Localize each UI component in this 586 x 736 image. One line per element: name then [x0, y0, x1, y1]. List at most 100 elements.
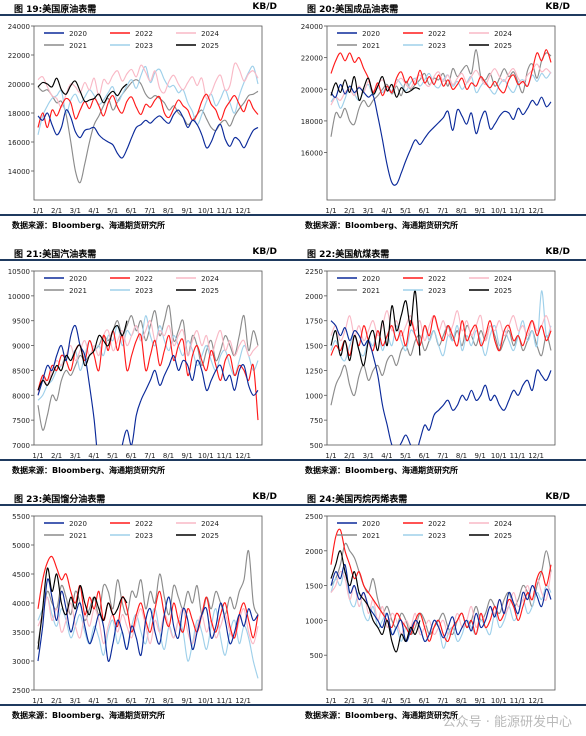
y-tick-label: 500: [310, 652, 323, 660]
series-line-2022: [330, 49, 552, 97]
y-tick-label: 1250: [305, 367, 323, 375]
series-line-2025: [330, 550, 421, 653]
header-rule: [293, 14, 586, 16]
x-tick-label: 9/1: [475, 452, 486, 459]
chart-source: 数据来源：Bloomberg、海通期货研究所: [12, 711, 165, 720]
x-tick-label: 1/1: [32, 207, 43, 214]
x-tick-label: 1/1: [325, 452, 336, 459]
x-tick-label: 12/1: [528, 207, 544, 214]
y-tick-label: 20000: [301, 86, 323, 94]
x-tick-label: 1/1: [32, 697, 43, 704]
x-tick-label: 4/1: [381, 207, 392, 214]
legend-label: 2023: [135, 532, 153, 540]
footer-rule: [0, 459, 293, 461]
series-line-2025: [330, 290, 421, 367]
x-tick-label: 6/1: [126, 697, 137, 704]
x-tick-label: 7/1: [144, 697, 155, 704]
y-tick-label: 22000: [301, 55, 323, 63]
x-tick-label: 11/1: [510, 452, 526, 459]
x-tick-label: 8/1: [456, 207, 467, 214]
y-tick-label: 8000: [12, 392, 30, 400]
x-tick-label: 10/1: [491, 452, 507, 459]
header-rule: [0, 504, 293, 506]
series-line-2021: [330, 324, 552, 406]
x-tick-label: 8/1: [456, 697, 467, 704]
chart-panel: 图 23:美国馏分油表需 KB/D 数据来源：Bloomberg、海通期货研究所 25…: [0, 490, 293, 735]
series-line-2020: [37, 324, 259, 445]
legend-label: 2024: [494, 275, 512, 283]
x-tick-label: 7/1: [437, 207, 448, 214]
series-line-2023: [37, 596, 259, 679]
chart-svg: 500 1000 1500 2000 2500 1/1 2/1 3/1 4/1 5/1 6/1 7/1…: [305, 513, 556, 704]
legend-label: 2020: [69, 275, 87, 283]
series-line-2020: [330, 83, 552, 186]
legend-label: 2020: [69, 520, 87, 528]
chart-panel: 图 20:美国成品油表需 KB/D 数据来源：Bloomberg、海通期货研究所 16…: [293, 0, 586, 245]
chart-svg: 500 750 1000 1250 1500 1750 2000 2250 1/1 2/1 3/1 4…: [305, 268, 556, 459]
x-tick-label: 12/1: [528, 452, 544, 459]
x-tick-label: 2/1: [344, 697, 355, 704]
y-tick-label: 20000: [8, 81, 30, 89]
x-tick-label: 9/1: [475, 697, 486, 704]
x-tick-label: 12/1: [235, 207, 251, 214]
y-tick-label: 9000: [12, 343, 30, 351]
legend-label: 2022: [428, 275, 446, 283]
legend-label: 2024: [494, 520, 512, 528]
footer-rule: [0, 704, 293, 706]
legend-label: 2022: [428, 30, 446, 38]
y-tick-label: 750: [310, 417, 323, 425]
x-tick-label: 2/1: [51, 452, 62, 459]
y-tick-label: 2000: [305, 548, 323, 556]
x-tick-label: 11/1: [217, 452, 233, 459]
x-tick-label: 7/1: [437, 452, 448, 459]
chart-title: 图 19:美国原油表需: [14, 5, 97, 15]
x-tick-label: 1/1: [325, 697, 336, 704]
legend-label: 2020: [69, 30, 87, 38]
y-tick-label: 14000: [8, 168, 30, 176]
series-line-2021: [37, 79, 259, 184]
legend-label: 2021: [69, 532, 87, 540]
x-tick-label: 8/1: [456, 452, 467, 459]
header-rule: [293, 259, 586, 261]
x-tick-label: 6/1: [126, 452, 137, 459]
series-line-2023: [37, 315, 259, 401]
chart-svg: 7000 7500 8000 8500 9000 9500 10000 10500 1/1 2/1…: [8, 268, 263, 459]
chart-svg: 16000 18000 20000 22000 24000 1/1 2/1 3/1 4/1 5/1…: [301, 23, 556, 214]
plot-frame: [326, 25, 556, 201]
x-tick-label: 6/1: [126, 207, 137, 214]
x-tick-label: 5/1: [400, 452, 411, 459]
series-line-2024: [330, 310, 552, 342]
chart-source: 数据来源：Bloomberg、海通期货研究所: [305, 711, 458, 720]
chart-unit: KB/D: [545, 247, 570, 257]
legend-label: 2025: [494, 42, 512, 50]
y-tick-label: 5500: [12, 513, 30, 521]
x-tick-label: 10/1: [491, 697, 507, 704]
x-tick-label: 11/1: [510, 207, 526, 214]
x-tick-label: 9/1: [182, 207, 193, 214]
legend-label: 2025: [201, 532, 219, 540]
plot-frame: [326, 270, 556, 446]
y-tick-label: 10500: [8, 268, 30, 276]
y-tick-label: 18000: [301, 118, 323, 126]
chart-title: 图 22:美国航煤表需: [307, 250, 390, 260]
legend-label: 2020: [362, 520, 380, 528]
chart-title: 图 24:美国丙烷丙烯表需: [307, 495, 408, 505]
legend-label: 2023: [135, 42, 153, 50]
legend-label: 2024: [201, 520, 219, 528]
legend-label: 2022: [135, 275, 153, 283]
legend-label: 2023: [135, 287, 153, 295]
series-line-2025: [37, 77, 128, 104]
footer-rule: [293, 704, 586, 706]
x-tick-label: 10/1: [198, 697, 214, 704]
chart-unit: KB/D: [545, 2, 570, 12]
chart-title: 图 23:美国馏分油表需: [14, 495, 106, 505]
header-rule: [0, 259, 293, 261]
legend-label: 2022: [428, 520, 446, 528]
x-tick-label: 5/1: [400, 697, 411, 704]
series-line-2023: [330, 571, 552, 649]
y-tick-label: 1500: [305, 343, 323, 351]
series-line-2025: [37, 567, 128, 650]
y-tick-label: 4500: [12, 571, 30, 579]
x-tick-label: 11/1: [510, 697, 526, 704]
series-line-2022: [37, 555, 259, 639]
